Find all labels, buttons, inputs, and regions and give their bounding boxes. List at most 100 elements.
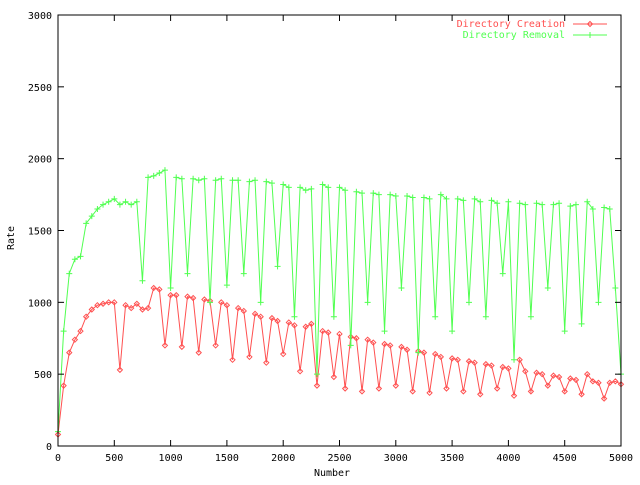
data-point (454, 195, 461, 202)
data-point (111, 195, 118, 202)
data-point (184, 293, 191, 300)
data-point (325, 184, 332, 191)
data-point (251, 310, 259, 318)
data-point (240, 307, 247, 315)
data-point (229, 177, 236, 184)
data-point (364, 299, 371, 306)
data-point (488, 197, 495, 204)
data-point (612, 378, 619, 385)
data-point (387, 191, 394, 198)
x-tick-label: 4000 (496, 453, 520, 464)
data-point (116, 201, 123, 208)
data-point (359, 190, 366, 197)
data-point (381, 340, 388, 348)
data-point (595, 299, 602, 306)
data-point (252, 177, 259, 184)
data-point (145, 174, 152, 181)
data-point (71, 256, 78, 263)
x-tick-label: 4500 (553, 453, 577, 464)
x-tick-label: 3000 (384, 453, 408, 464)
data-point (522, 201, 529, 208)
data-point (358, 388, 366, 395)
data-point (60, 328, 67, 335)
data-point (133, 300, 141, 307)
data-point (448, 355, 456, 362)
x-tick-label: 2500 (327, 453, 351, 464)
y-tick-label: 1500 (28, 227, 52, 238)
legend: Directory Creation Directory Removal (457, 19, 607, 41)
data-point (246, 353, 253, 361)
data-point (83, 220, 90, 227)
data-point (161, 342, 169, 349)
data-point (173, 174, 180, 181)
data-point (88, 306, 95, 313)
data-point (544, 382, 552, 389)
data-point (403, 346, 411, 353)
data-point (319, 327, 326, 335)
data-point (477, 198, 484, 205)
y-tick-label: 500 (34, 370, 52, 381)
y-tick-label: 3000 (28, 11, 52, 22)
data-point (274, 263, 281, 270)
data-point (128, 201, 135, 208)
data-point (578, 391, 585, 398)
data-point (465, 299, 472, 306)
data-point (404, 193, 411, 200)
data-point (561, 388, 568, 395)
data-point (522, 368, 529, 375)
data-point (398, 343, 405, 351)
data-point (223, 282, 230, 289)
data-point (313, 371, 320, 378)
data-point (460, 388, 467, 395)
data-point (257, 299, 264, 306)
data-point (178, 175, 185, 182)
data-point (77, 327, 84, 335)
data-point (161, 167, 168, 174)
data-point (533, 369, 540, 376)
data-point (105, 299, 112, 306)
data-point (195, 349, 202, 356)
data-point (189, 294, 197, 302)
data-point (386, 342, 394, 349)
data-point (584, 198, 591, 205)
y-tick-label: 0 (46, 442, 52, 453)
x-tick-label: 1500 (215, 453, 239, 464)
data-point (398, 284, 405, 291)
data-point (494, 200, 501, 207)
data-point (511, 356, 518, 363)
data-point (353, 188, 360, 195)
data-point (364, 336, 371, 343)
series-line (57, 287, 622, 435)
data-point (201, 175, 208, 182)
data-point (567, 375, 574, 382)
data-point (426, 389, 433, 397)
data-point (313, 382, 321, 389)
data-point (420, 349, 428, 356)
data-point (449, 328, 456, 335)
legend-marker-creation (586, 20, 594, 28)
data-point (392, 382, 400, 389)
data-point (601, 204, 608, 211)
data-point (201, 296, 208, 303)
data-point (99, 300, 107, 307)
data-point (94, 301, 101, 309)
data-point (257, 313, 264, 320)
data-point (567, 203, 574, 210)
data-point (426, 195, 433, 202)
data-point (606, 379, 613, 386)
data-point (234, 304, 242, 312)
data-point (150, 172, 157, 179)
data-point (223, 301, 231, 309)
series-line (57, 169, 622, 432)
data-point (471, 359, 478, 366)
data-point (218, 299, 225, 306)
data-point (296, 368, 304, 375)
plot-border (57, 14, 622, 447)
data-point (409, 194, 416, 201)
legend-label-removal: Directory Removal (463, 30, 565, 41)
x-tick-label: 2000 (271, 453, 295, 464)
data-point (409, 388, 416, 395)
data-point (420, 194, 427, 201)
data-point (178, 343, 186, 351)
